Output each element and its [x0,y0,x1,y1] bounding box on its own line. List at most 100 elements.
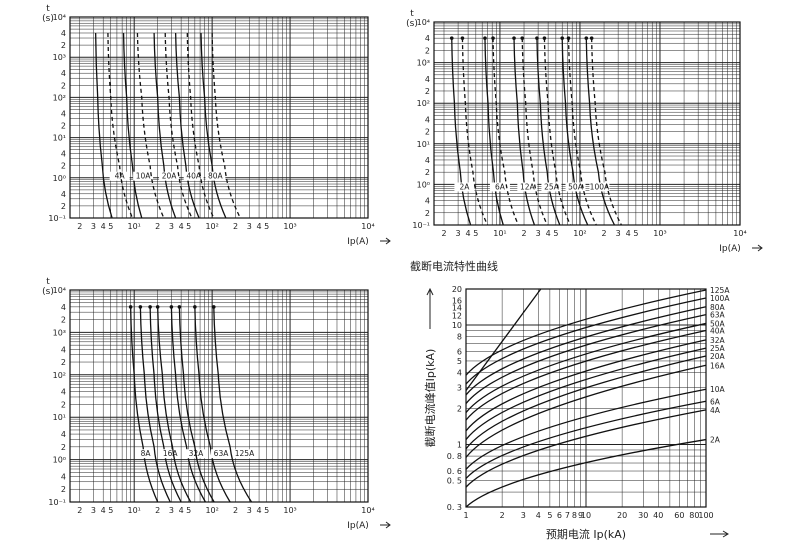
chart-3: 2 3 4 5 10¹ 2 3 4 5 10² 2 3 4 5 10³ 10⁴10⁴4210³4210²421… [42,277,391,531]
series-line-25A-dash [543,38,572,226]
y-tick-label: 4 [425,115,430,124]
series-label: 100A [710,294,730,303]
x-tick-label: 3 [521,511,526,520]
series-line-12A-dash [521,38,548,226]
series-start-dot [169,305,174,309]
x-tick-label: 5 [553,229,558,238]
series-label-bg [211,449,232,459]
series-start-dot [542,36,547,40]
y-tick-label: 6 [457,347,462,356]
x-tick-label: 10⁴ [361,222,374,231]
y-tick-label: 14 [452,304,462,313]
series-line-16A-b [157,306,192,503]
series-start-dot [128,305,133,309]
plot-frame [69,16,369,219]
series-line-125A [213,306,253,503]
x-tick-label: 3 [247,506,252,515]
y-tick-label: 10⁴ [53,13,66,22]
x-tick-label: 10² [205,506,218,515]
x-tick-label: 4 [101,506,106,515]
series-label: 20A [162,172,178,181]
series-label: 50A [568,182,584,191]
x-tick-label: 10² [205,222,218,231]
x-tick-label: 3 [91,506,96,515]
y-tick-label: 10⁻¹ [412,221,430,230]
x-tick-label: 3 [247,222,252,231]
x-tick-label: 5 [108,506,113,515]
series-start-dot [148,305,152,309]
series-label: 80A [208,172,224,181]
x-tick-label: 8 [572,511,577,520]
series-start-dot [177,305,182,309]
series-start-dot [535,36,539,40]
y-tick-label: 4 [61,345,66,354]
y-tick-label: 4 [425,197,430,206]
x-tick-label: 5 [186,506,191,515]
plot-frame [69,289,369,503]
y-tick-label: 10² [53,371,66,380]
series-line-63A [465,314,707,404]
series-label-bg [183,171,204,181]
series-line-6A [465,400,707,479]
x-tick-label: 3 [456,229,461,238]
y-tick-label: 10¹ [53,413,66,422]
series-start-dot [584,36,589,40]
series-label: 25A [544,182,560,191]
series-line-32A [465,339,707,432]
series-line-4A-dash [107,32,134,219]
x-axis-label: Ip(A) [347,521,369,531]
x-tick-label: 3 [616,229,621,238]
y-tick-label: 2 [61,358,66,367]
series-line-16A [149,306,182,503]
series-line-32A-b [178,306,215,503]
series-start-dot [566,36,571,40]
y-tick-label: 10² [417,99,430,108]
series-line-20A [153,32,177,219]
series-label-bg [109,171,130,181]
y-tick-label: 2 [61,400,66,409]
y-axis-label: 截断电流峰值Ip(kA) [423,349,437,448]
y-tick-label: 4 [61,29,66,38]
y-tick-label: 4 [61,69,66,78]
x-tick-label: 3 [169,222,174,231]
series-label-bg [589,182,610,192]
y-axis-unit: (s) [42,287,54,297]
y-tick-label: 10² [53,93,66,102]
x-tick-label: 4 [626,229,631,238]
series-label: 20A [710,352,726,361]
y-tick-label: 10⁻¹ [48,214,66,223]
x-tick-label: 10 [581,511,591,520]
series-label: 2A [459,182,470,191]
series-line-100A-dash [590,38,623,226]
x-tick-label: 80 [689,511,699,520]
series-group: 4A 10A 20A 40A 80A [94,32,241,219]
series-group: 2A 6A 12A 25A 50A 100A [449,36,623,226]
series-line-12A [513,38,536,226]
x-tick-label: 10¹ [128,222,141,231]
y-tick-label: 2 [425,209,430,218]
series-label: 63A [214,449,230,458]
series-label: 4A [710,406,721,415]
x-tick-label: 5 [264,506,269,515]
x-tick-label: 4 [101,222,106,231]
series-start-dot [560,36,565,40]
y-tick-label: 1 [457,441,462,450]
x-tick-label: 2 [500,511,505,520]
y-tick-label: 10 [452,321,462,330]
x-tick-label: 5 [264,222,269,231]
y-tick-label: 0. 8 [447,452,462,461]
y-axis-label: t [410,9,414,19]
x-tick-label: 40 [653,511,663,520]
y-tick-label: 2 [61,485,66,494]
y-tick-label: 2 [457,405,462,414]
grid [70,290,368,503]
x-tick-label: 10³ [283,506,296,515]
x-axis-arrow [752,244,763,252]
x-tick-label: 4 [179,506,184,515]
series-line-20A-dash [164,32,193,219]
x-tick-label: 10¹ [493,229,506,238]
series-line-50A [465,322,707,413]
y-tick-label: 12 [452,312,462,321]
series-line-50A [561,38,589,226]
